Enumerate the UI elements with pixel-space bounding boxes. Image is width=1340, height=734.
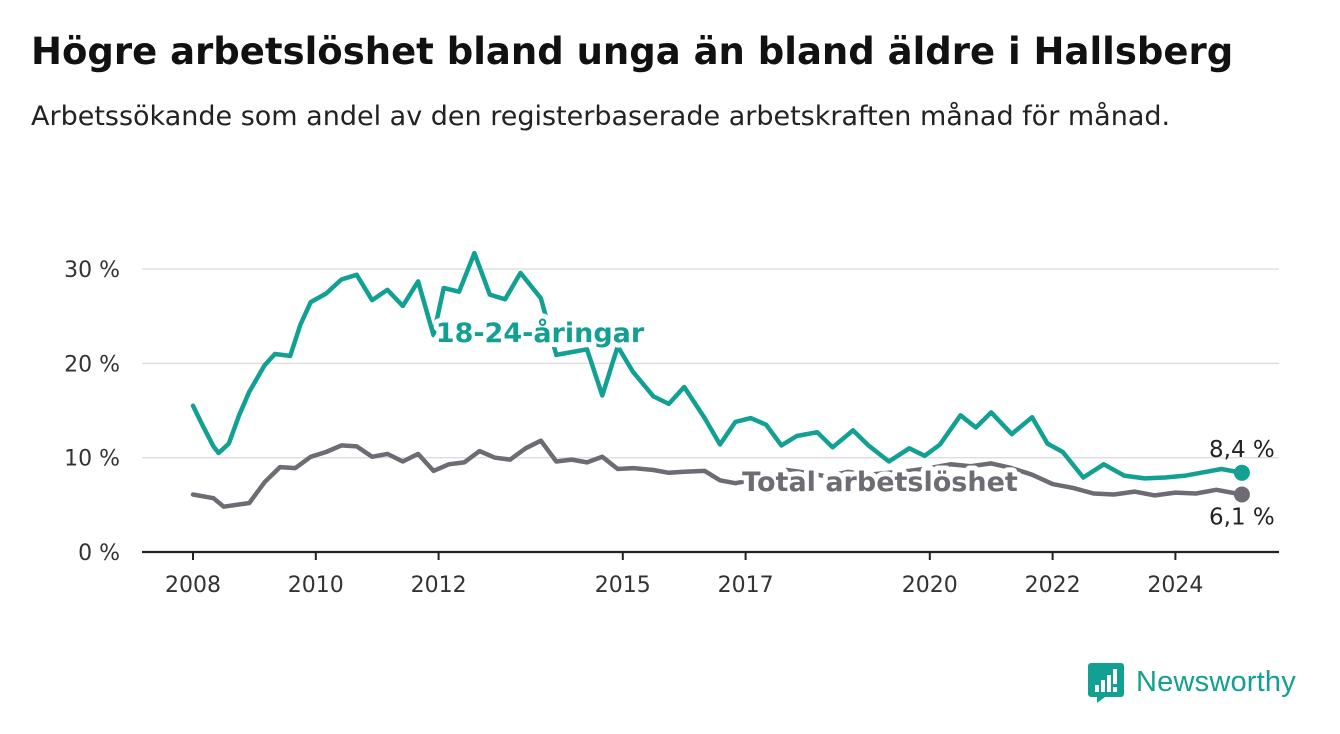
y-tick-label: 20 % [64,352,120,377]
chart-subtitle: Arbetssökande som andel av den registerb… [31,101,1171,132]
gridlines [142,268,1279,554]
series-line [190,250,1245,481]
series-labels: 8,4 % 6,1 % 18-24-åringar Total arbetslöshe… [431,312,1275,530]
x-tick-label: 2015 [595,573,651,598]
x-tick-label: 2008 [165,573,221,598]
x-tick-label: 2012 [411,573,467,598]
x-axis-ticks: 2008 2010 2012 2015 2017 2020 2022 2024 [165,552,1203,598]
x-tick-label: 2010 [288,573,344,598]
y-tick-label: 0 % [78,541,120,566]
series-end-label: 6,1 % [1209,504,1275,530]
y-tick-label: 10 % [64,447,120,472]
brand-name: Newsworthy [1136,665,1296,698]
y-axis-ticks: 0 % 10 % 20 % 30 % [64,258,120,566]
series-lines [190,250,1250,509]
series-line [190,438,1245,509]
y-tick-label: 30 % [64,258,120,283]
x-tick-label: 2020 [902,573,958,598]
series-end-marker [1233,486,1250,503]
x-tick-label: 2022 [1025,573,1081,598]
newsworthy-brand: Newsworthy [1088,660,1296,704]
series-end-label: 8,4 % [1209,437,1275,463]
series-name-label: Total arbetslöshet [742,467,1018,498]
series-end-marker [1233,464,1250,481]
chart-title: Högre arbetslöshet bland unga än bland ä… [31,30,1234,73]
x-tick-label: 2017 [718,573,774,598]
x-tick-label: 2024 [1147,573,1203,598]
series-name-label: 18-24-åringar [436,317,645,349]
newsworthy-logo-icon [1088,663,1124,703]
